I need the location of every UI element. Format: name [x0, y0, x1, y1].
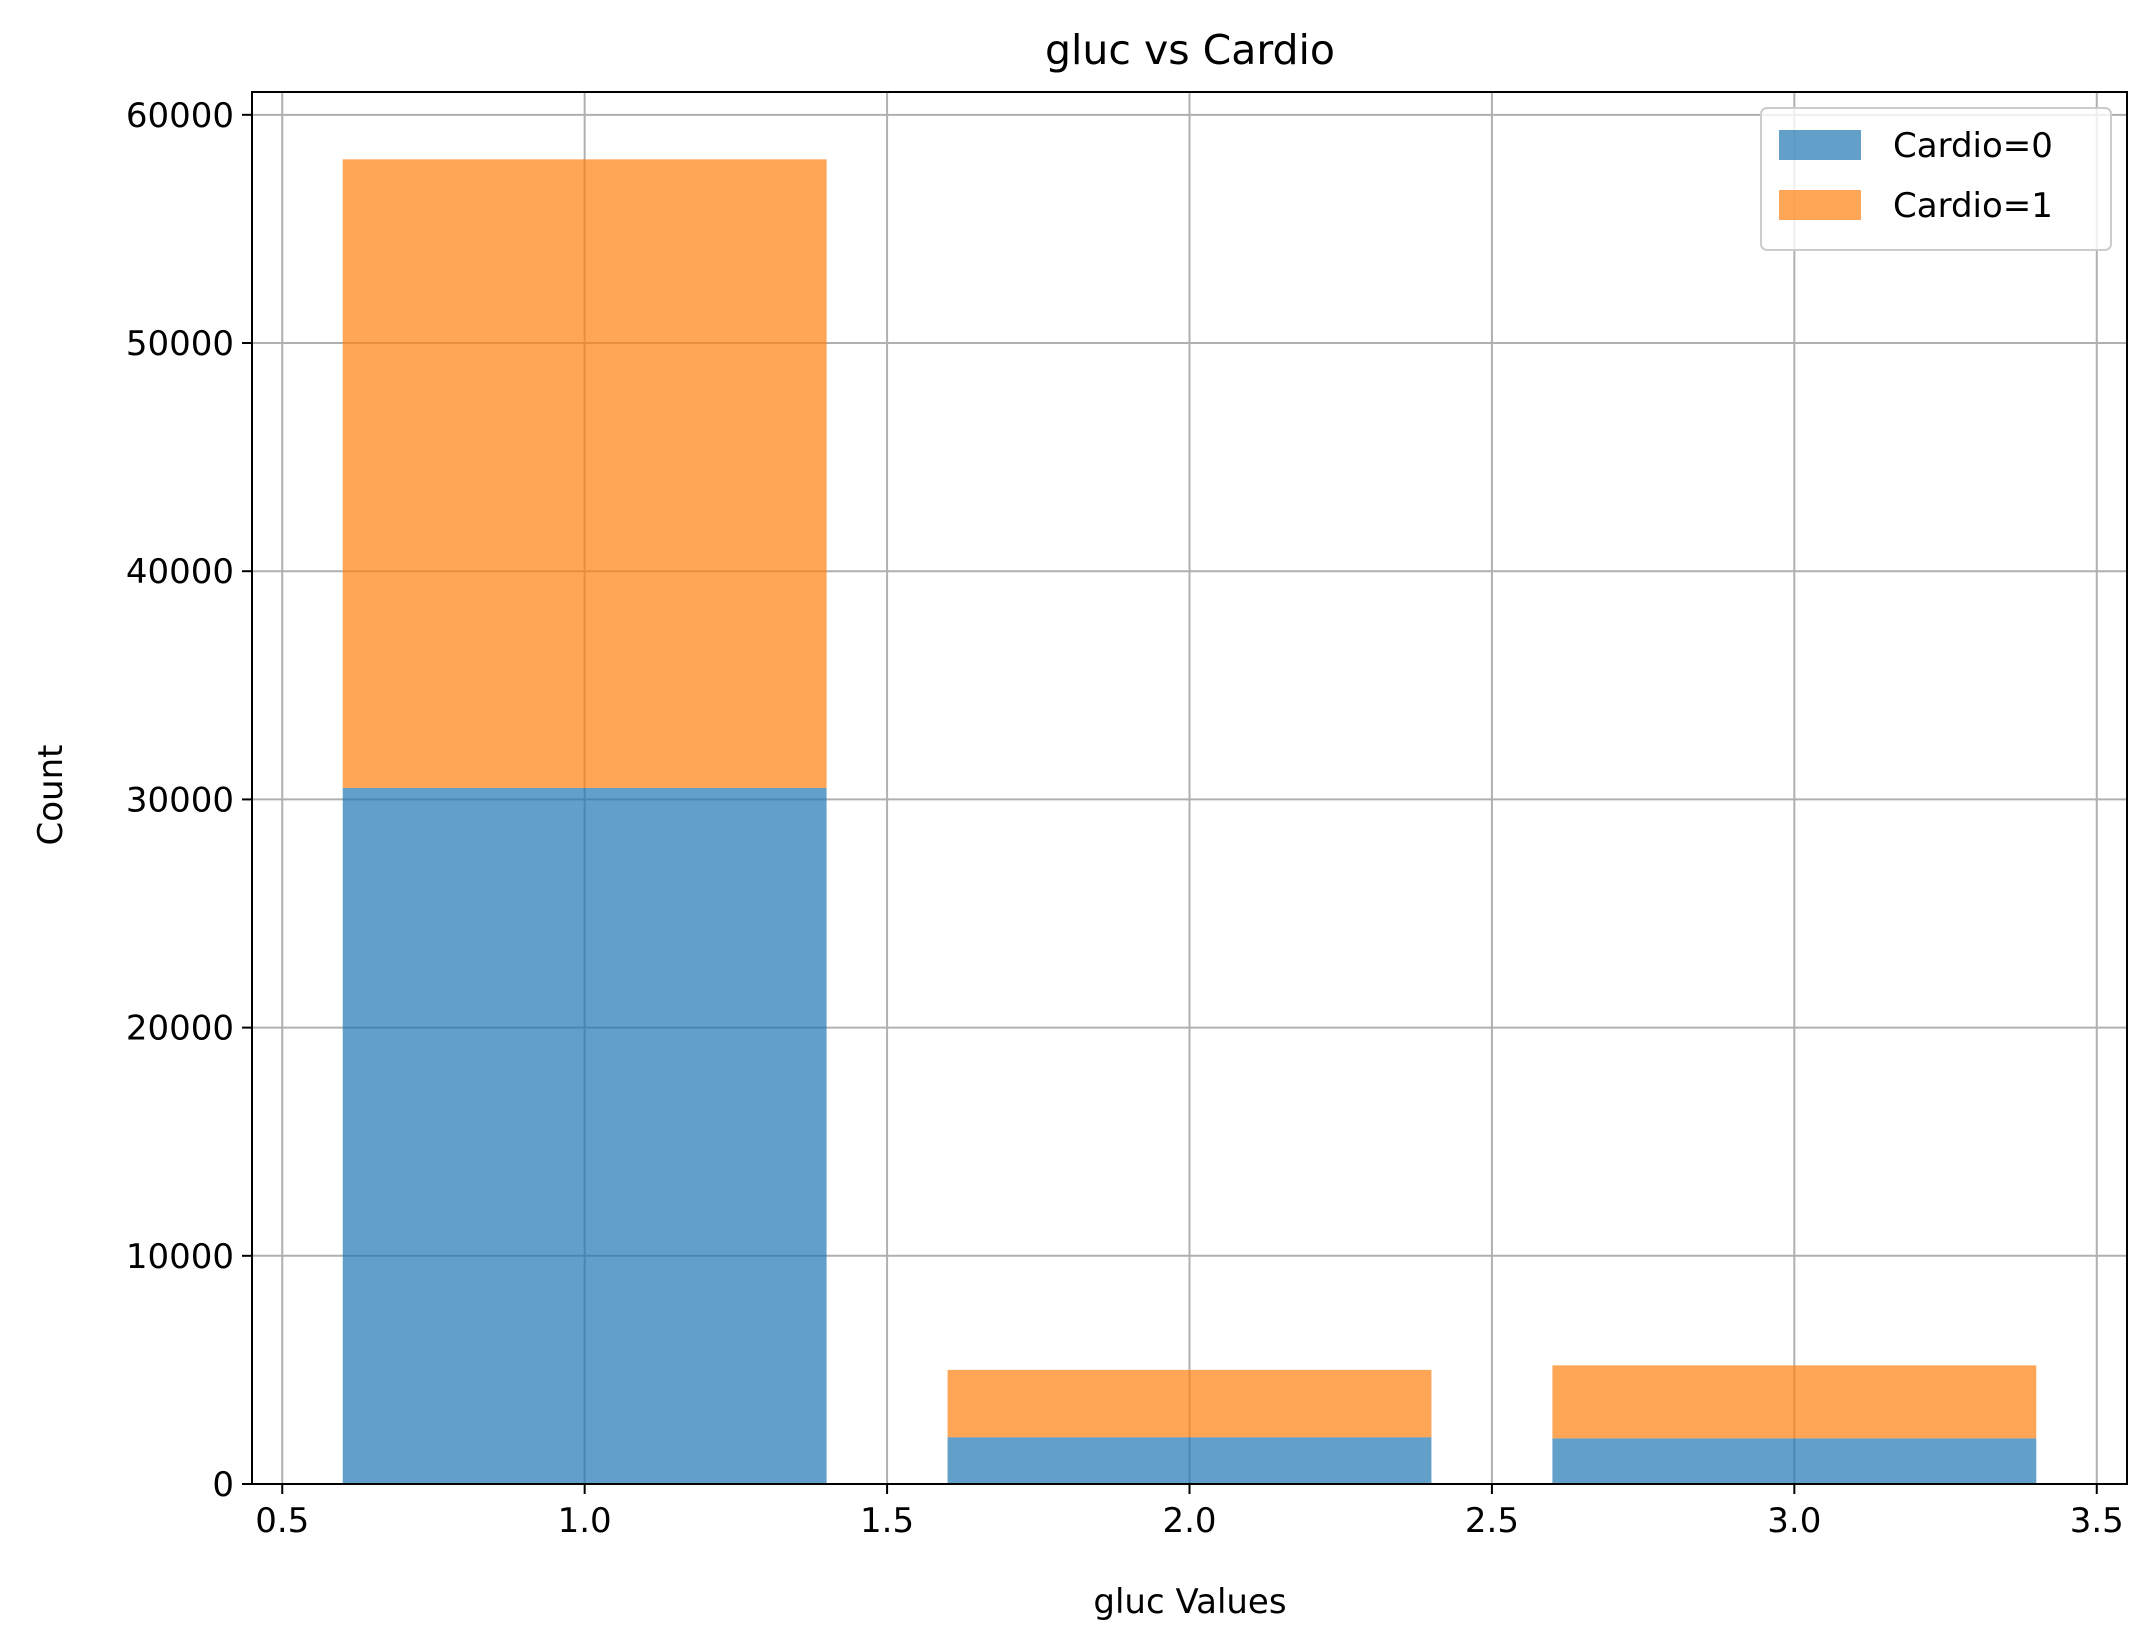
y-axis-label: Count [31, 745, 71, 846]
x-tick-label-2: 1.5 [860, 1501, 914, 1541]
bar-Cardio1-x2 [947, 1369, 1432, 1438]
chart-title: gluc vs Cardio [1045, 26, 1335, 74]
y-tick-label-5: 50000 [126, 324, 234, 364]
y-tick-label-2: 20000 [126, 1009, 234, 1049]
x-tick-label-5: 3.0 [1767, 1501, 1821, 1541]
x-tick-label-1: 1.0 [558, 1501, 612, 1541]
x-tick-label-3: 2.0 [1162, 1501, 1216, 1541]
x-axis-label: gluc Values [1093, 1582, 1286, 1622]
bar-Cardio1-x1 [342, 159, 827, 788]
legend-label-1: Cardio=1 [1893, 186, 2053, 226]
legend-swatch-1 [1779, 190, 1861, 220]
y-tick-label-1: 10000 [126, 1237, 234, 1277]
legend-label-0: Cardio=0 [1893, 126, 2053, 166]
y-tick-label-6: 60000 [126, 96, 234, 136]
x-tick-label-4: 2.5 [1465, 1501, 1519, 1541]
ticks: 0.5 1.0 1.5 2.0 2.5 3.0 3.5 0 10000 20000 30000 400… [126, 96, 2124, 1541]
x-tick-label-6: 3.5 [2070, 1501, 2124, 1541]
y-tick-label-4: 40000 [126, 552, 234, 592]
bar-Cardio0-x1 [342, 788, 827, 1484]
bar-Cardio0-x3 [1552, 1438, 2037, 1484]
bar-Cardio0-x2 [947, 1437, 1432, 1484]
y-tick-label-3: 30000 [126, 780, 234, 820]
y-tick-label-0: 0 [212, 1465, 234, 1505]
x-tick-label-0: 0.5 [255, 1501, 309, 1541]
bar-Cardio1-x3 [1552, 1365, 2037, 1439]
bars [342, 159, 2037, 1484]
legend-swatch-0 [1779, 130, 1861, 160]
legend: Cardio=0 Cardio=1 [1760, 107, 2112, 251]
